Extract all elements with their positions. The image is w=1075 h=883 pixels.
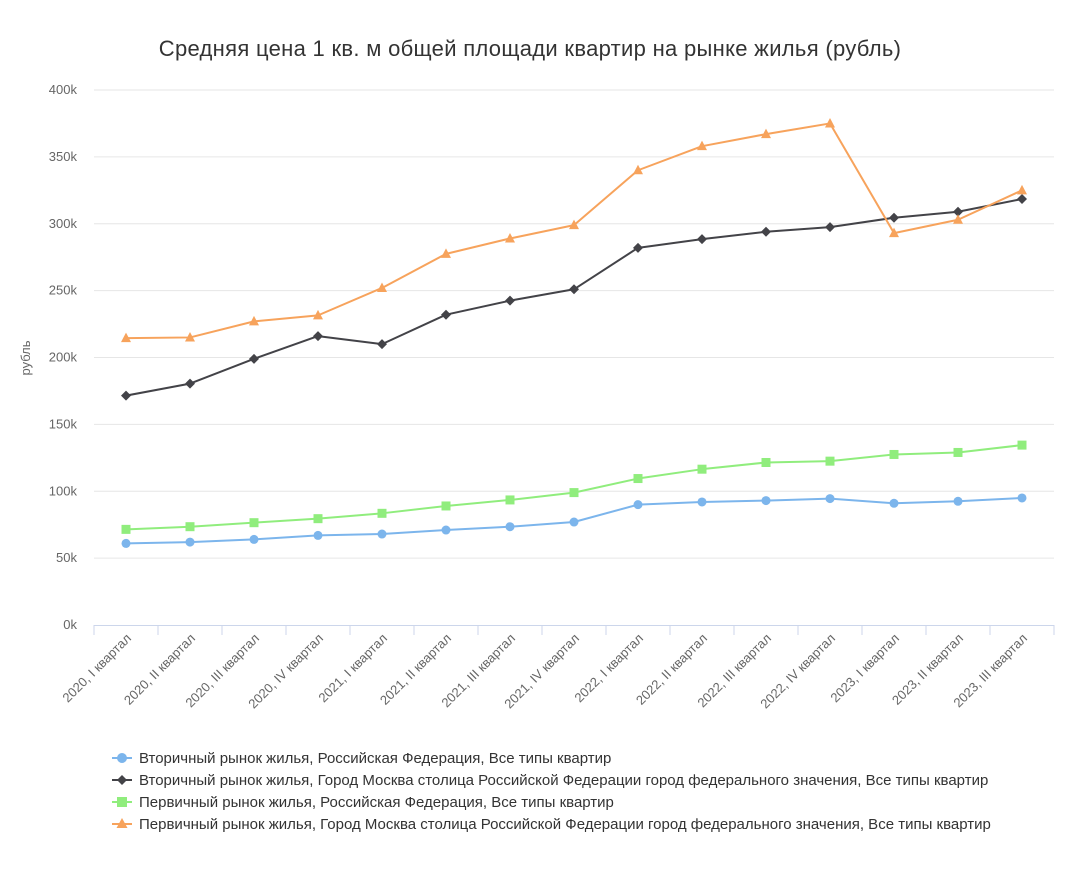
legend-marker-icon [112, 797, 132, 807]
data-point [441, 248, 451, 258]
data-point [889, 498, 899, 508]
data-point [121, 524, 131, 534]
data-point [953, 214, 963, 224]
y-tick-label: 200k [49, 350, 78, 365]
data-point [569, 488, 579, 498]
data-point [825, 456, 835, 466]
data-point [377, 282, 387, 292]
y-tick-label: 150k [49, 416, 78, 431]
data-point [185, 537, 195, 547]
y-tick-label: 400k [49, 82, 78, 97]
legend: Вторичный рынок жилья, Российская Федера… [112, 749, 992, 837]
y-tick-label: 0k [63, 617, 77, 632]
grid-lines [94, 89, 1054, 559]
data-point [441, 525, 451, 535]
series-1 [121, 493, 1027, 548]
data-point [633, 242, 643, 253]
data-point [377, 508, 387, 518]
data-point [1017, 184, 1027, 195]
data-point [121, 538, 131, 548]
data-point [633, 164, 643, 175]
data-point [185, 331, 195, 342]
series-3 [121, 440, 1027, 534]
series-4 [121, 117, 1027, 343]
data-point [953, 496, 963, 506]
data-point [249, 534, 259, 544]
data-point [313, 530, 323, 540]
series-area [121, 117, 1027, 548]
legend-label: Первичный рынок жилья, Российская Федера… [139, 794, 614, 811]
series-line [125, 444, 1023, 531]
data-point [889, 227, 899, 238]
legend-item[interactable]: Первичный рынок жилья, Российская Федера… [112, 793, 992, 813]
data-point [121, 390, 131, 401]
data-point [633, 474, 643, 484]
line-chart: 0k 50k 100k 150k 200k 250k 300k 350k 400k 2020, … [18, 82, 1055, 711]
data-point [441, 309, 451, 320]
data-point [1017, 194, 1027, 205]
y-axis-label: рубль [18, 340, 33, 375]
legend-item[interactable]: Вторичный рынок жилья, Российская Федера… [112, 749, 992, 769]
data-point [825, 222, 835, 233]
data-point [377, 339, 387, 350]
data-point [377, 529, 387, 539]
legend-symbol [117, 753, 127, 763]
data-point [441, 501, 451, 511]
legend-label: Первичный рынок жилья, Город Москва стол… [139, 816, 991, 833]
y-tick-label: 300k [49, 216, 78, 231]
data-point [505, 495, 515, 505]
data-point [249, 518, 259, 528]
series-line [125, 122, 1023, 340]
legend-label: Вторичный рынок жилья, Город Москва стол… [139, 772, 989, 789]
data-point [505, 295, 515, 306]
legend-symbol [116, 818, 128, 828]
legend-symbol [117, 797, 127, 807]
data-point [313, 514, 323, 524]
data-point [569, 219, 579, 230]
data-point [569, 284, 579, 295]
data-point [313, 331, 323, 342]
y-tick-label: 250k [49, 283, 78, 298]
data-point [1017, 440, 1027, 450]
chart-title: Средняя цена 1 кв. м общей площади кварт… [158, 36, 902, 61]
data-point [505, 232, 515, 243]
data-point [953, 447, 963, 457]
data-point [633, 500, 643, 510]
data-point [1017, 493, 1027, 503]
data-point [249, 315, 259, 326]
data-point [761, 128, 771, 139]
data-point [697, 140, 707, 151]
data-point [185, 522, 195, 532]
data-point [761, 496, 771, 506]
data-point [697, 497, 707, 507]
data-point [249, 353, 259, 364]
legend-item[interactable]: Первичный рынок жилья, Город Москва стол… [112, 815, 992, 835]
legend-marker-icon [112, 753, 132, 763]
data-point [889, 212, 899, 223]
legend-symbol [117, 775, 127, 785]
y-axis: 0k 50k 100k 150k 200k 250k 300k 350k 400k [49, 82, 78, 632]
legend-marker-icon [112, 818, 132, 828]
series-2 [121, 194, 1027, 401]
data-point [889, 449, 899, 459]
data-point [185, 378, 195, 389]
y-tick-label: 50k [56, 550, 77, 565]
data-point [825, 494, 835, 504]
data-point [761, 457, 771, 467]
y-tick-label: 350k [49, 149, 78, 164]
data-point [313, 309, 323, 320]
legend-item[interactable]: Вторичный рынок жилья, Город Москва стол… [112, 771, 992, 791]
legend-marker-icon [112, 775, 132, 785]
legend-label: Вторичный рынок жилья, Российская Федера… [139, 750, 612, 767]
data-point [121, 332, 131, 343]
y-tick-label: 100k [49, 483, 78, 498]
data-point [505, 522, 515, 532]
data-point [697, 464, 707, 474]
data-point [761, 226, 771, 237]
data-point [569, 517, 579, 527]
data-point [825, 117, 835, 128]
data-point [697, 234, 707, 245]
data-point [953, 206, 963, 217]
